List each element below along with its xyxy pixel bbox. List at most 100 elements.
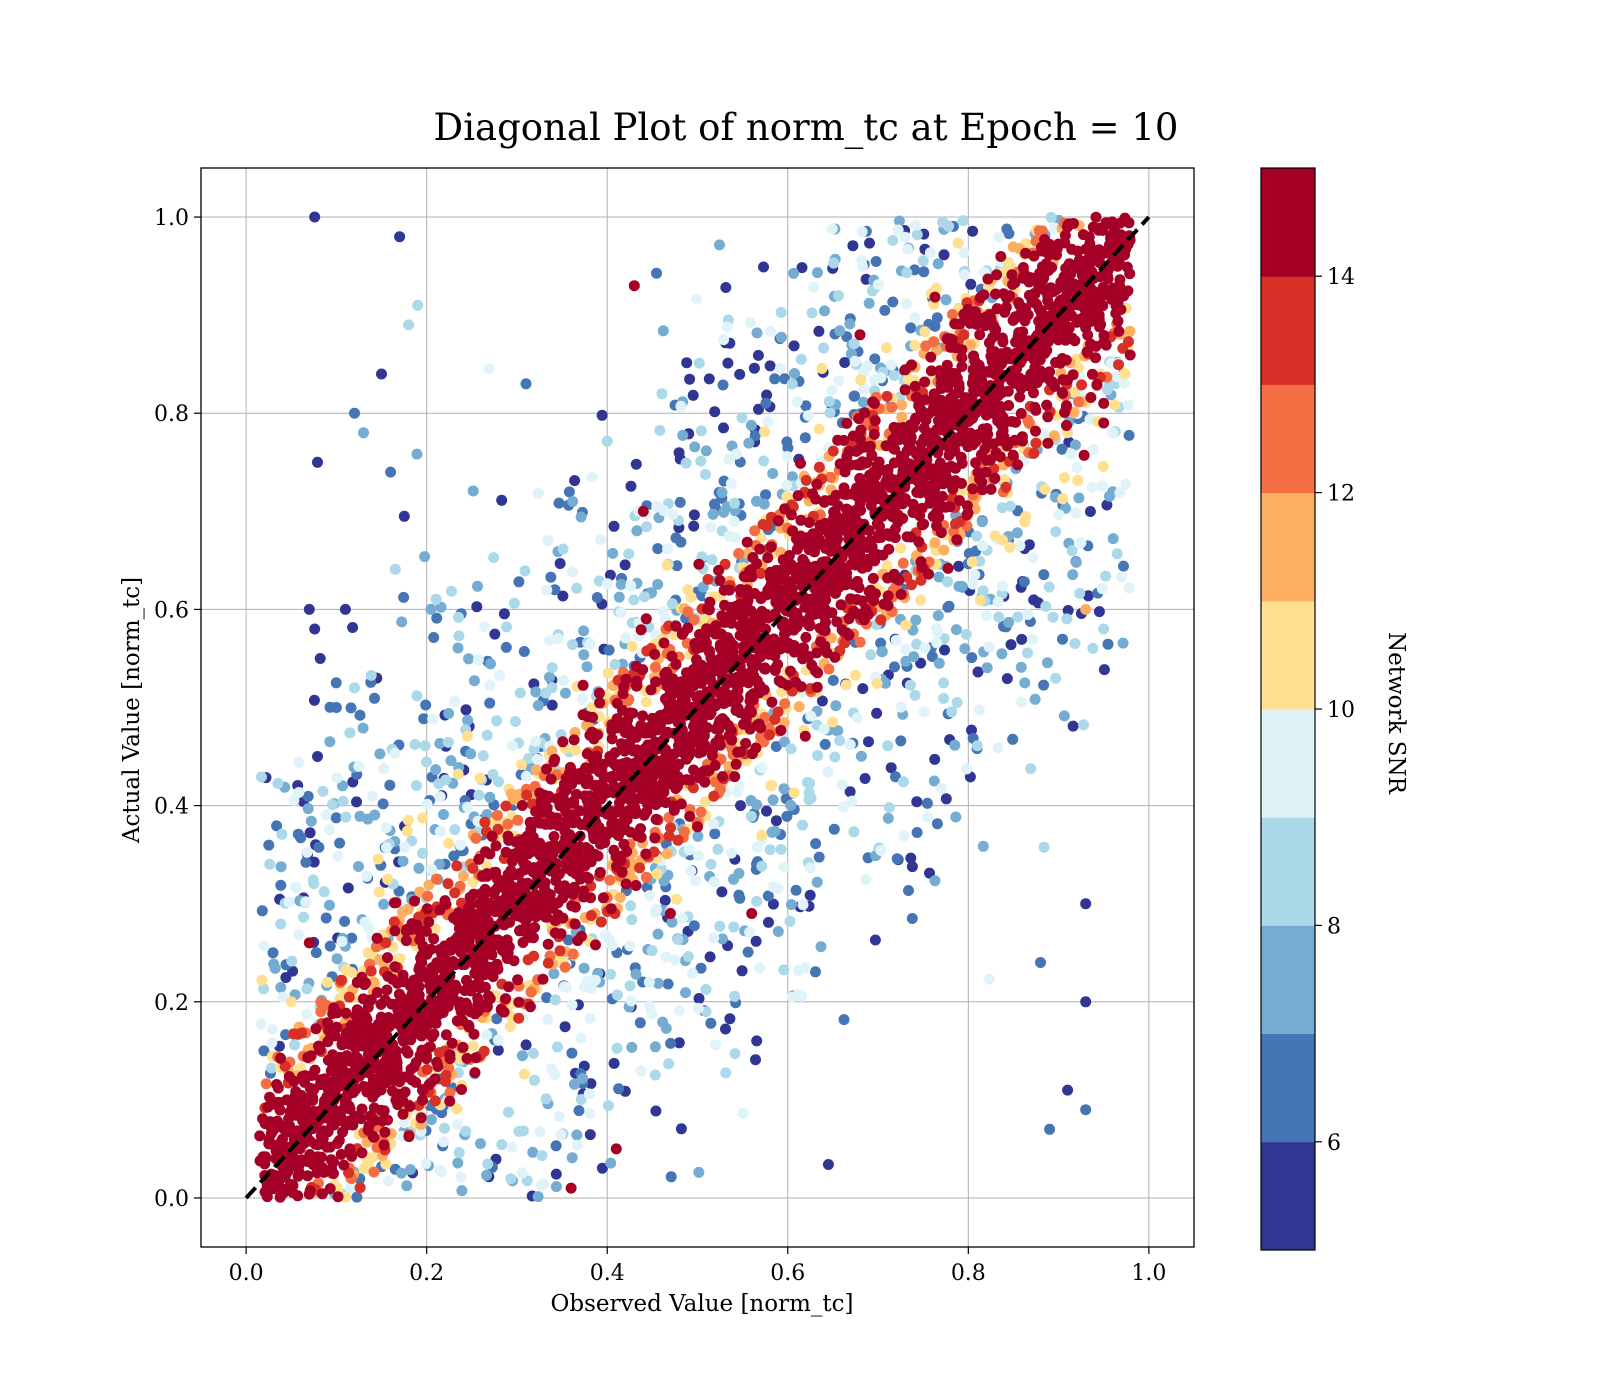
scatter-point <box>429 1095 441 1107</box>
scatter-point <box>856 260 868 272</box>
scatter-point <box>931 626 943 638</box>
scatter-point <box>272 1082 284 1094</box>
scatter-point <box>788 267 800 279</box>
scatter-point <box>513 1012 525 1024</box>
scatter-point <box>452 1118 464 1130</box>
scatter-point <box>1117 637 1129 649</box>
scatter-point <box>513 868 525 880</box>
scatter-point <box>399 1086 411 1098</box>
scatter-point <box>635 720 647 731</box>
scatter-point <box>881 390 893 402</box>
scatter-point <box>953 560 965 572</box>
scatter-point <box>783 550 795 561</box>
scatter-point <box>1065 448 1077 460</box>
scatter-point <box>1035 957 1046 968</box>
scatter-point <box>785 899 797 911</box>
scatter-point <box>675 1123 687 1135</box>
scatter-point <box>1084 238 1096 250</box>
scatter-point <box>1012 611 1024 623</box>
scatter-point <box>266 1023 278 1035</box>
scatter-point <box>542 938 554 950</box>
scatter-point <box>380 1158 392 1170</box>
scatter-point <box>900 619 912 631</box>
scatter-point <box>403 1131 415 1143</box>
scatter-point <box>1030 425 1041 437</box>
scatter-point <box>628 280 640 292</box>
scatter-point <box>959 269 970 281</box>
scatter-point <box>692 850 704 862</box>
scatter-point <box>868 398 880 409</box>
scatter-point <box>546 682 558 694</box>
scatter-point <box>467 485 479 497</box>
scatter-point <box>964 339 976 351</box>
scatter-point <box>767 794 779 806</box>
scatter-point <box>517 1125 529 1137</box>
scatter-point <box>919 394 931 406</box>
scatter-point <box>701 623 713 635</box>
scatter-point <box>692 830 704 842</box>
scatter-point <box>929 469 941 481</box>
scatter-point <box>819 305 830 317</box>
scatter-point <box>415 1112 427 1124</box>
scatter-point <box>965 413 977 425</box>
scatter-point <box>412 299 424 311</box>
scatter-point <box>944 333 956 345</box>
scatter-point <box>786 991 798 1003</box>
scatter-point <box>942 562 954 574</box>
scatter-point <box>351 976 363 988</box>
scatter-point <box>529 921 541 933</box>
scatter-point <box>332 1191 344 1203</box>
scatter-point <box>900 428 912 440</box>
scatter-point <box>967 483 979 495</box>
scatter-point <box>769 373 781 385</box>
scatter-point <box>1066 545 1078 557</box>
scatter-point <box>812 267 823 279</box>
scatter-point <box>724 1013 736 1025</box>
scatter-point <box>941 464 952 476</box>
scatter-point <box>462 714 474 726</box>
scatter-point <box>600 929 611 941</box>
scatter-point <box>634 862 646 874</box>
scatter-point <box>577 1073 589 1084</box>
scatter-point <box>675 536 687 548</box>
scatter-point <box>828 586 840 598</box>
scatter-point <box>557 590 569 602</box>
scatter-point <box>716 669 728 681</box>
scatter-point <box>751 895 763 907</box>
scatter-point <box>672 684 684 696</box>
scatter-point <box>596 1162 608 1174</box>
scatter-point <box>514 687 526 699</box>
scatter-point <box>442 1000 454 1012</box>
scatter-point <box>484 791 496 803</box>
scatter-point <box>276 828 288 840</box>
scatter-point <box>417 847 429 859</box>
scatter-point <box>624 980 636 992</box>
scatter-point <box>469 1067 481 1079</box>
scatter-point <box>860 603 872 615</box>
scatter-point <box>1101 499 1113 511</box>
scatter-point <box>864 237 875 249</box>
scatter-point <box>490 840 502 852</box>
scatter-point <box>765 572 777 584</box>
scatter-point <box>303 603 315 615</box>
scatter-point <box>618 824 630 836</box>
scatter-point <box>725 847 737 859</box>
scatter-point <box>693 993 705 1004</box>
scatter-point <box>761 389 773 401</box>
scatter-point <box>354 1182 366 1194</box>
scatter-point <box>900 298 912 310</box>
scatter-point <box>818 723 830 735</box>
scatter-point <box>1075 313 1087 325</box>
scatter-point <box>357 722 369 734</box>
scatter-point <box>772 706 784 718</box>
scatter-point <box>264 858 276 870</box>
scatter-point <box>844 318 856 330</box>
scatter-point <box>665 1037 677 1049</box>
scatter-point <box>275 981 287 993</box>
scatter-point <box>468 675 480 687</box>
scatter-point <box>506 1141 518 1153</box>
scatter-point <box>708 876 720 888</box>
scatter-point <box>1014 540 1026 552</box>
scatter-point <box>626 640 638 652</box>
scatter-point <box>1002 385 1014 397</box>
